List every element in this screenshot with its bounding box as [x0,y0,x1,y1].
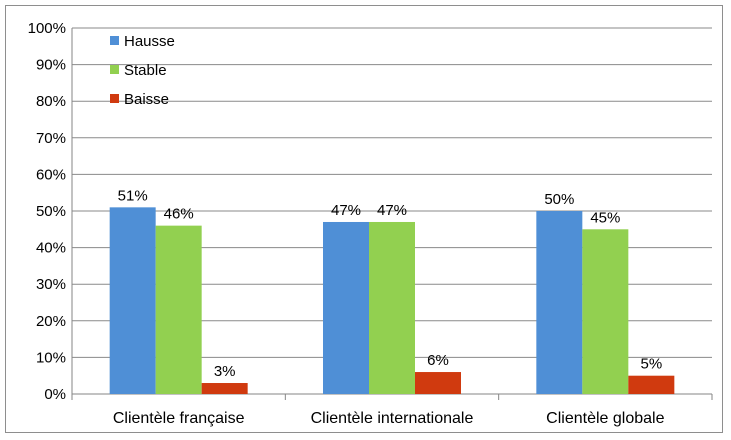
y-tick-label: 20% [36,313,66,330]
data-label: 51% [118,187,148,204]
y-tick-label: 60% [36,166,66,183]
y-tick-label: 30% [36,276,66,293]
bar-baisse [628,375,675,394]
legend-swatch [110,65,119,74]
legend-label: Stable [124,62,167,79]
bar-baisse [201,383,248,394]
y-tick-label: 50% [36,203,66,220]
legend-label: Hausse [124,33,175,50]
bar-stable [582,229,629,394]
data-label: 6% [427,352,449,369]
bar-hausse [323,221,369,394]
data-label: 3% [214,363,236,380]
data-label: 46% [164,206,194,223]
data-label: 45% [590,209,620,226]
y-tick-label: 70% [36,130,66,147]
data-label: 5% [640,356,662,373]
data-label: 50% [544,191,574,208]
data-label: 47% [377,202,407,219]
y-tick-label: 80% [36,93,66,110]
y-tick-label: 40% [36,240,66,257]
y-tick-label: 10% [36,349,66,366]
y-tick-label: 100% [28,20,66,37]
bar-stable [369,221,415,394]
category-label: Clientèle française [113,410,245,427]
category-label: Clientèle internationale [311,410,474,427]
y-tick-label: 90% [36,57,66,74]
bar-hausse [536,211,583,394]
bar-baisse [415,372,461,394]
category-label: Clientèle globale [546,410,664,427]
legend-label: Baisse [124,91,169,108]
bar-hausse [109,207,156,394]
y-tick-label: 0% [44,386,66,403]
data-label: 47% [331,202,361,219]
bar-stable [155,225,202,394]
legend-swatch [110,36,119,45]
legend-swatch [110,94,119,103]
